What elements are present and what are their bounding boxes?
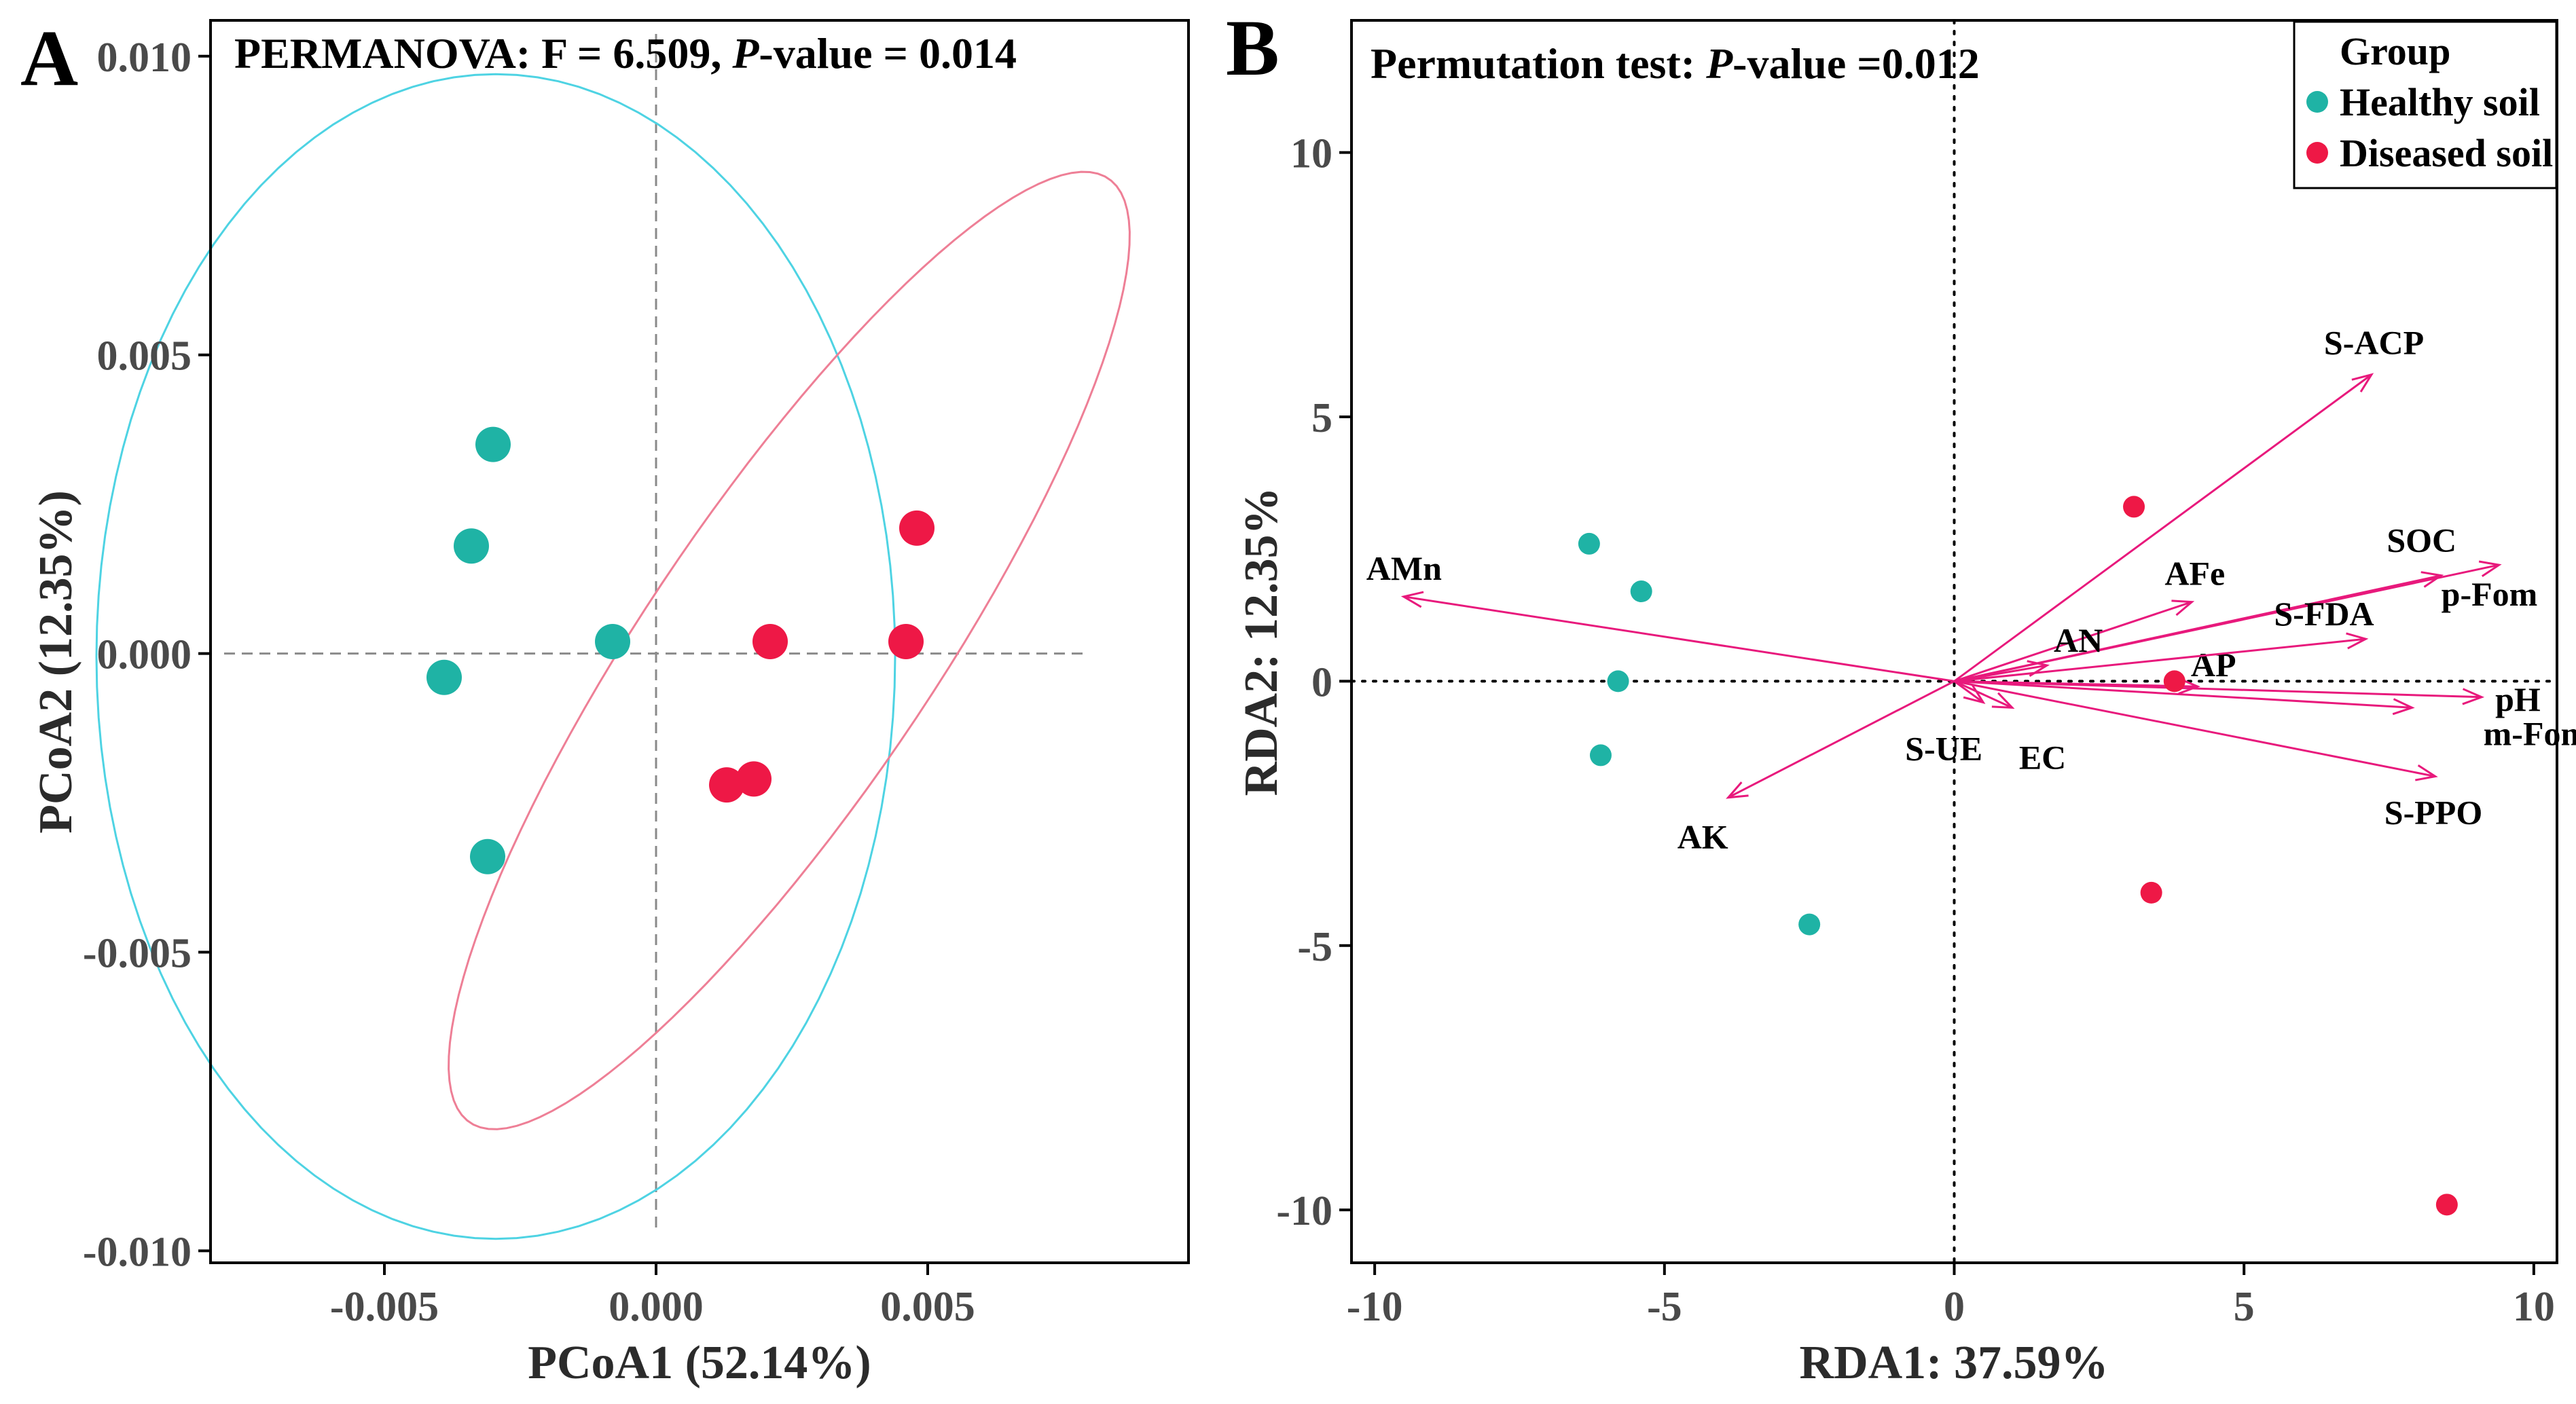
vector-s-fda bbox=[1954, 638, 2366, 682]
vector-arrowhead-soc bbox=[2420, 571, 2444, 588]
vector-label-an: AN bbox=[2054, 621, 2103, 659]
vector-label-s-acp: S-ACP bbox=[2324, 324, 2424, 362]
vector-arrowhead-ak bbox=[1726, 781, 1749, 799]
vector-arrowhead-ec bbox=[1991, 692, 2015, 709]
vector-an bbox=[1954, 664, 2048, 682]
point-healthy-soil bbox=[475, 426, 511, 462]
vector-arrowhead-p-fom bbox=[2478, 560, 2502, 578]
point-diseased-soil bbox=[709, 767, 744, 803]
vector-afe bbox=[1954, 601, 2192, 682]
panel-a-x-tick-label: 0.005 bbox=[880, 1284, 975, 1330]
panel-a-x-tick-label: -0.005 bbox=[330, 1284, 439, 1330]
legend-title: Group bbox=[2340, 29, 2450, 73]
vector-ph bbox=[1954, 680, 2482, 699]
vector-label-afe: AFe bbox=[2164, 555, 2225, 593]
point-healthy-soil bbox=[1589, 744, 1612, 766]
point-healthy-soil bbox=[427, 659, 462, 695]
vector-label-soc: SOC bbox=[2387, 521, 2456, 559]
vector-label-s-fda: S-FDA bbox=[2274, 595, 2374, 633]
panel-a-y-tick-label: 0.010 bbox=[97, 35, 192, 81]
panel-b-x-tick-label: 0 bbox=[1944, 1284, 1965, 1330]
point-diseased-soil bbox=[899, 510, 935, 546]
panel-a-x-tick-label: 0.000 bbox=[609, 1284, 704, 1330]
vector-p-fom bbox=[1954, 564, 2499, 682]
panel-a-stat: PERMANOVA: F = 6.509, P-value = 0.014 bbox=[234, 29, 1017, 77]
point-diseased-soil bbox=[736, 761, 772, 797]
vector-arrowhead-s-acp bbox=[2351, 373, 2374, 393]
vector-ak bbox=[1728, 680, 1955, 799]
vector-arrowhead-s-ue bbox=[1963, 684, 1986, 704]
vector-arrowhead-s-ppo bbox=[2415, 764, 2438, 781]
panel-b-x-tick-label: -10 bbox=[1347, 1284, 1403, 1330]
panel-b-y-axis-label: RDA2: 12.35% bbox=[1235, 487, 1288, 796]
legend-box bbox=[2293, 20, 2558, 189]
point-diseased-soil bbox=[2140, 881, 2162, 904]
point-healthy-soil bbox=[1798, 913, 1821, 936]
vector-arrowhead-m-fom bbox=[2392, 698, 2415, 716]
vector-m-fom bbox=[1954, 680, 2412, 709]
panel-b-y-tick-label: -5 bbox=[1297, 924, 1332, 970]
panel-a-x-axis-label: PCoA1 (52.14%) bbox=[528, 1337, 871, 1389]
panel-a-frame bbox=[209, 19, 1190, 1264]
panel-a-y-tick-label: -0.005 bbox=[83, 931, 192, 977]
panel-a-pcoa: -0.005 0.000 0.005 -0.010 -0.005 0.000 0.005 0.… bbox=[20, 14, 1190, 1389]
point-diseased-soil bbox=[2123, 496, 2145, 518]
vector-label-s-ue: S-UE bbox=[1905, 730, 1982, 768]
panel-a-y-axis-label: PCoA2 (12.35%) bbox=[30, 490, 82, 833]
vector-label-ph: pH bbox=[2495, 680, 2541, 718]
panel-b-x-tick-label: -5 bbox=[1647, 1284, 1682, 1330]
ellipse-diseased-soil bbox=[448, 170, 1131, 1130]
panel-b-rda: S-ACP SOC p-Fom AFe AN AP S-FDA pHm-Fom S-PPO AMn… bbox=[1226, 3, 2576, 1389]
vector-label-amn: AMn bbox=[1366, 549, 1442, 587]
vector-label-ap: AP bbox=[2191, 646, 2236, 684]
legend: Group Healthy soil Diseased soil bbox=[2293, 20, 2558, 189]
panel-b-y-tick-label: -10 bbox=[1276, 1188, 1332, 1234]
point-diseased-soil bbox=[2163, 670, 2185, 692]
ellipse-healthy-soil bbox=[95, 73, 896, 1240]
vector-s-ue bbox=[1953, 680, 1984, 703]
vector-label-ak: AK bbox=[1677, 818, 1728, 856]
vector-amn bbox=[1403, 595, 1955, 682]
point-diseased-soil bbox=[752, 624, 788, 659]
panel-b-y-tick-label: 10 bbox=[1290, 131, 1332, 177]
point-healthy-soil bbox=[1578, 532, 1600, 555]
legend-item-diseased: Diseased soil bbox=[2340, 131, 2553, 175]
point-diseased-soil bbox=[2435, 1194, 2458, 1216]
legend-item-healthy: Healthy soil bbox=[2340, 80, 2540, 124]
panel-b-y-tick-label: 5 bbox=[1311, 395, 1332, 441]
vector-arrowhead-s-fda bbox=[2346, 632, 2369, 650]
panel-a-y-tick-label: -0.010 bbox=[83, 1229, 192, 1275]
panel-a-label: A bbox=[20, 14, 78, 103]
vector-s-ppo bbox=[1954, 680, 2436, 778]
vector-label-m-fom: m-Fom bbox=[2484, 714, 2576, 752]
panel-b-y-tick-label: 0 bbox=[1311, 659, 1332, 705]
vector-s-acp bbox=[1953, 373, 2372, 682]
vector-label-s-ppo: S-PPO bbox=[2384, 794, 2482, 832]
panel-b-x-axis-label: RDA1: 37.59% bbox=[1800, 1337, 2109, 1389]
vector-arrowhead-amn bbox=[1400, 591, 1424, 608]
panel-b-stat: Permutation test: P-value =0.012 bbox=[1371, 39, 1980, 88]
vector-label-ec: EC bbox=[2019, 738, 2066, 776]
point-healthy-soil bbox=[595, 624, 630, 659]
panel-a-y-tick-label: 0.005 bbox=[97, 333, 192, 380]
vector-label-p-fom: p-Fom bbox=[2442, 575, 2538, 613]
vector-arrowhead-ph bbox=[2462, 688, 2485, 705]
point-healthy-soil bbox=[454, 528, 489, 564]
panel-b-x-tick-label: 10 bbox=[2513, 1284, 2555, 1330]
vector-arrowhead-afe bbox=[2171, 599, 2195, 616]
point-healthy-soil bbox=[470, 838, 505, 874]
point-healthy-soil bbox=[1607, 670, 1629, 692]
panel-b-x-tick-label: 5 bbox=[2234, 1284, 2255, 1330]
panel-b-label: B bbox=[1226, 3, 1280, 92]
point-healthy-soil bbox=[1630, 580, 1652, 603]
vector-ec bbox=[1953, 680, 2013, 709]
panel-a-y-tick-label: 0.000 bbox=[97, 632, 192, 678]
point-diseased-soil bbox=[888, 624, 924, 659]
legend-marker-healthy bbox=[2306, 91, 2328, 113]
legend-marker-diseased bbox=[2306, 142, 2328, 164]
